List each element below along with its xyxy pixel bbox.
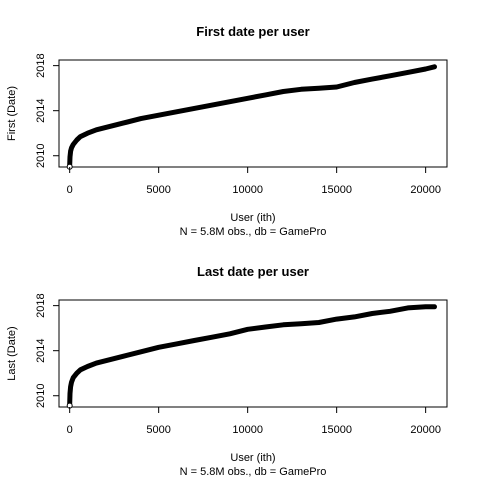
x-tick-label: 0 (67, 184, 73, 196)
chart-panel-last-date: Last date per user 0 5000 10000 15000 20000 20… (6, 264, 448, 478)
x-tick-label: 20000 (410, 424, 441, 436)
x-tick-label: 15000 (321, 424, 352, 436)
chart-subtitle: N = 5.8M obs., db = GamePro (180, 466, 327, 478)
y-tick-label: 2014 (35, 98, 47, 122)
x-axis-label: User (ith) (230, 452, 275, 464)
y-tick-label: 2018 (35, 293, 47, 317)
x-axis-label: User (ith) (230, 212, 275, 224)
y-tick-label: 2014 (35, 338, 47, 362)
series-line (67, 64, 437, 168)
x-tick-label: 0 (67, 424, 73, 436)
chart-subtitle: N = 5.8M obs., db = GamePro (180, 226, 327, 238)
plot-frame (58, 299, 448, 408)
chart-panel-first-date: First date per user 0 5000 10000 15000 20000 2… (6, 24, 448, 238)
y-axis-label: First (Date) (6, 86, 18, 141)
y-tick-label: 2010 (35, 143, 47, 167)
chart-title: First date per user (196, 24, 309, 39)
y-axis-label: Last (Date) (6, 326, 18, 380)
plot-frame (58, 59, 448, 168)
chart-title: Last date per user (197, 264, 309, 279)
y-tick-label: 2010 (35, 383, 47, 407)
x-tick-label: 5000 (146, 184, 170, 196)
x-tick-label: 10000 (232, 424, 263, 436)
x-tick-label: 20000 (410, 184, 441, 196)
x-tick-label: 15000 (321, 184, 352, 196)
x-tick-label: 5000 (146, 424, 170, 436)
y-tick-label: 2018 (35, 53, 47, 77)
series-line (67, 304, 437, 407)
x-tick-label: 10000 (232, 184, 263, 196)
